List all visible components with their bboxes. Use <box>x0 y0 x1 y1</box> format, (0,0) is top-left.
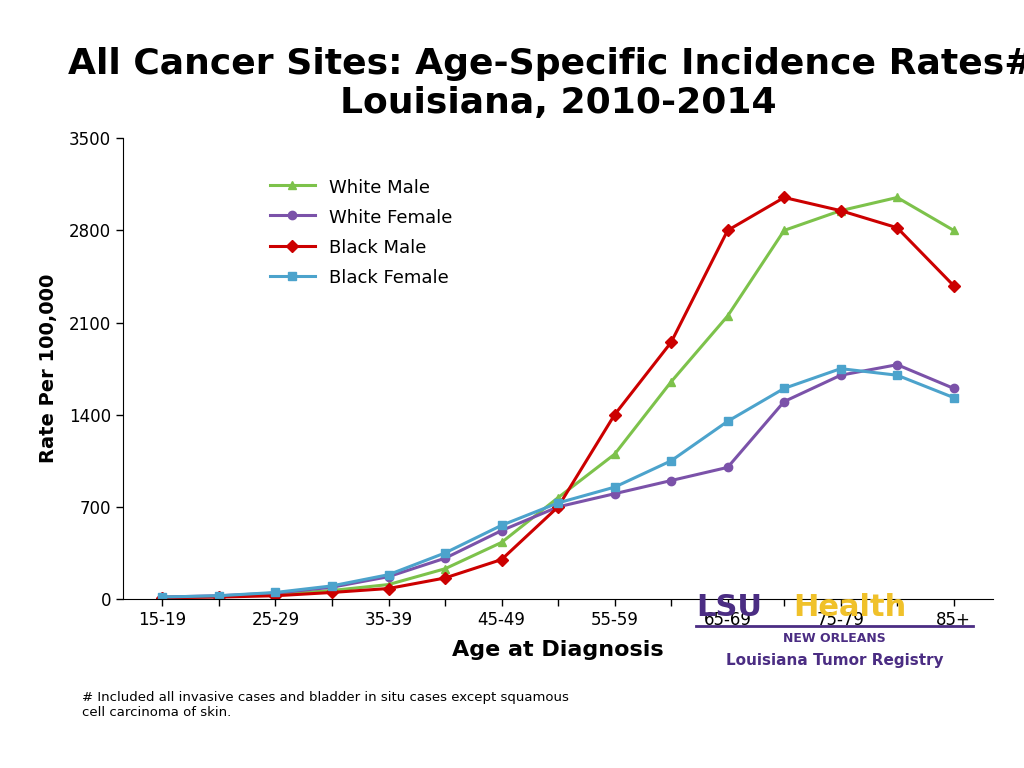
White Female <box>665 476 677 485</box>
Black Female <box>269 588 282 597</box>
White Male <box>947 226 959 235</box>
White Female <box>608 489 621 498</box>
Black Male <box>947 281 959 290</box>
White Male <box>439 564 452 574</box>
Black Male <box>835 206 847 215</box>
White Female <box>552 502 564 511</box>
White Male <box>778 226 791 235</box>
White Male <box>213 592 225 601</box>
Black Male <box>269 591 282 601</box>
Black Male <box>439 574 452 583</box>
Legend: White Male, White Female, Black Male, Black Female: White Male, White Female, Black Male, Bl… <box>262 170 460 295</box>
Text: LSU: LSU <box>696 593 762 622</box>
Line: White Male: White Male <box>159 194 957 601</box>
Black Female <box>157 592 169 601</box>
Black Female <box>496 521 508 530</box>
White Female <box>496 526 508 535</box>
White Male <box>665 377 677 386</box>
Text: NEW ORLEANS: NEW ORLEANS <box>783 632 886 645</box>
White Female <box>947 384 959 393</box>
Black Female <box>665 456 677 465</box>
Black Female <box>439 548 452 558</box>
Black Male <box>665 338 677 347</box>
Title: All Cancer Sites: Age-Specific Incidence Rates#,
Louisiana, 2010-2014: All Cancer Sites: Age-Specific Incidence… <box>68 47 1024 121</box>
White Male <box>269 590 282 599</box>
Black Female <box>947 393 959 402</box>
Black Male <box>552 502 564 511</box>
Line: White Female: White Female <box>159 360 957 601</box>
Black Female <box>552 498 564 508</box>
White Female <box>157 592 169 601</box>
Black Male <box>496 555 508 564</box>
Black Female <box>778 384 791 393</box>
White Female <box>213 591 225 601</box>
Line: Black Male: Black Male <box>159 194 957 602</box>
White Male <box>382 580 394 589</box>
Black Female <box>382 570 394 579</box>
White Female <box>382 572 394 581</box>
Text: # Included all invasive cases and bladder in situ cases except squamous
cell car: # Included all invasive cases and bladde… <box>82 691 568 719</box>
Black Male <box>778 193 791 202</box>
White Female <box>722 463 734 472</box>
White Female <box>835 371 847 380</box>
X-axis label: Age at Diagnosis: Age at Diagnosis <box>453 640 664 660</box>
Black Female <box>213 591 225 601</box>
Black Female <box>326 581 338 591</box>
Black Male <box>157 593 169 602</box>
Black Male <box>382 584 394 593</box>
White Male <box>722 311 734 320</box>
Black Female <box>891 371 903 380</box>
White Male <box>835 206 847 215</box>
Black Female <box>835 364 847 373</box>
White Female <box>439 554 452 563</box>
Black Male <box>722 226 734 235</box>
White Female <box>269 588 282 598</box>
White Male <box>157 592 169 601</box>
White Female <box>326 583 338 592</box>
Y-axis label: Rate Per 100,000: Rate Per 100,000 <box>39 274 57 463</box>
White Male <box>326 586 338 595</box>
Text: Louisiana Tumor Registry: Louisiana Tumor Registry <box>726 653 943 668</box>
Black Male <box>326 588 338 597</box>
White Male <box>608 449 621 458</box>
White Male <box>891 193 903 202</box>
Black Male <box>213 592 225 601</box>
Line: Black Female: Black Female <box>159 365 957 601</box>
White Female <box>891 360 903 369</box>
Text: Health: Health <box>794 593 907 622</box>
Black Male <box>891 223 903 233</box>
White Male <box>496 538 508 547</box>
White Female <box>778 397 791 406</box>
Black Female <box>722 417 734 426</box>
White Male <box>552 493 564 502</box>
Black Female <box>608 482 621 492</box>
Black Male <box>608 410 621 419</box>
